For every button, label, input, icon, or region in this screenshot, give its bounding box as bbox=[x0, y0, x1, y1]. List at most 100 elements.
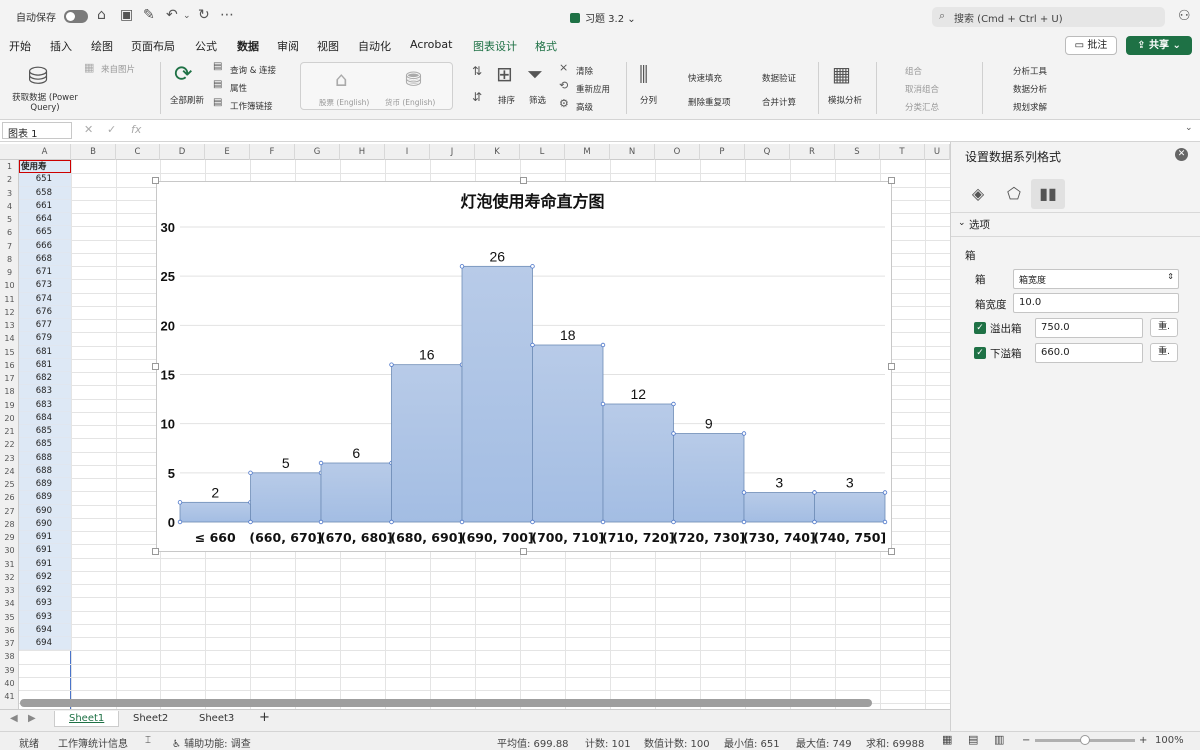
data-analysis-button[interactable]: 数据分析 bbox=[1013, 83, 1047, 95]
data-cell[interactable]: 692 bbox=[19, 584, 71, 597]
overflow-checkbox[interactable]: ✓ bbox=[974, 322, 986, 334]
data-cell[interactable]: 681 bbox=[19, 346, 71, 359]
data-cell[interactable]: 658 bbox=[19, 187, 71, 200]
autosave-toggle[interactable] bbox=[64, 10, 88, 23]
row-header[interactable]: 40 bbox=[0, 677, 19, 690]
home-icon[interactable]: ⌂ bbox=[97, 7, 106, 23]
data-cell[interactable]: 690 bbox=[19, 505, 71, 518]
advanced-button[interactable]: 高级 bbox=[576, 101, 593, 113]
column-header[interactable]: P bbox=[700, 144, 745, 160]
column-header-cell[interactable]: 使用寿命 bbox=[19, 160, 71, 173]
resize-handle[interactable] bbox=[888, 363, 895, 370]
add-sheet-button[interactable]: + bbox=[259, 710, 270, 725]
confirm-icon[interactable]: ✓ bbox=[107, 123, 116, 136]
row-header[interactable]: 7 bbox=[0, 240, 19, 253]
tab-8[interactable]: 自动化 bbox=[358, 38, 391, 54]
bin-width-input[interactable]: 10.0 bbox=[1013, 293, 1179, 313]
sheet-tab-1[interactable]: Sheet1 bbox=[54, 711, 119, 727]
workbook-links-button[interactable]: 工作簿链接 bbox=[230, 100, 273, 112]
analysis-tools-button[interactable]: 分析工具 bbox=[1013, 65, 1047, 77]
data-cell[interactable]: 693 bbox=[19, 597, 71, 610]
data-cell[interactable]: 679 bbox=[19, 332, 71, 345]
row-header[interactable]: 32 bbox=[0, 571, 19, 584]
redo-icon[interactable]: ↻ bbox=[198, 7, 210, 23]
column-header[interactable]: M bbox=[565, 144, 610, 160]
consolidate-button[interactable]: 合并计算 bbox=[762, 96, 796, 108]
row-header[interactable]: 29 bbox=[0, 531, 19, 544]
zoom-level[interactable]: 100% bbox=[1155, 735, 1184, 746]
row-header[interactable]: 13 bbox=[0, 319, 19, 332]
row-header[interactable]: 34 bbox=[0, 597, 19, 610]
tab-11[interactable]: 格式 bbox=[535, 38, 557, 54]
row-header[interactable]: 30 bbox=[0, 544, 19, 557]
page-layout-icon[interactable]: ▤ bbox=[968, 733, 978, 746]
refresh-icon[interactable]: ⟳ bbox=[174, 62, 192, 87]
data-cell[interactable]: 689 bbox=[19, 491, 71, 504]
data-cell[interactable]: 685 bbox=[19, 425, 71, 438]
column-header[interactable]: R bbox=[790, 144, 835, 160]
column-header[interactable]: D bbox=[160, 144, 205, 160]
resize-handle[interactable] bbox=[152, 177, 159, 184]
sort-asc-icon[interactable]: ⇅ bbox=[472, 64, 482, 78]
row-header[interactable]: 25 bbox=[0, 478, 19, 491]
get-data-button[interactable]: 获取数据 (Power Query) bbox=[10, 93, 80, 113]
row-header[interactable]: 21 bbox=[0, 425, 19, 438]
prev-sheet-icon[interactable]: ◀ bbox=[10, 713, 18, 724]
data-cell[interactable]: 694 bbox=[19, 624, 71, 637]
row-header[interactable]: 20 bbox=[0, 412, 19, 425]
data-cell[interactable]: 651 bbox=[19, 173, 71, 186]
data-cell[interactable]: 688 bbox=[19, 452, 71, 465]
row-header[interactable]: 12 bbox=[0, 306, 19, 319]
data-cell[interactable]: 677 bbox=[19, 319, 71, 332]
row-header[interactable]: 35 bbox=[0, 611, 19, 624]
data-cell[interactable]: 693 bbox=[19, 611, 71, 624]
data-cell[interactable]: 683 bbox=[19, 385, 71, 398]
data-cell[interactable]: 664 bbox=[19, 213, 71, 226]
flash-fill-button[interactable]: 快速填充 bbox=[688, 72, 722, 84]
column-header[interactable]: U bbox=[925, 144, 950, 160]
tab-7[interactable]: 视图 bbox=[317, 38, 339, 54]
whatif-icon[interactable]: ▦ bbox=[832, 62, 851, 86]
reapply-button[interactable]: 重新应用 bbox=[576, 83, 610, 95]
row-header[interactable]: 37 bbox=[0, 637, 19, 650]
tab-10[interactable]: 图表设计 bbox=[473, 38, 517, 54]
underflow-input[interactable]: 660.0 bbox=[1035, 343, 1143, 363]
sort-icon[interactable]: ⊞ bbox=[496, 62, 513, 86]
data-cell[interactable]: 661 bbox=[19, 200, 71, 213]
account-icon[interactable]: ⚇ bbox=[1178, 8, 1191, 24]
data-cell[interactable]: 690 bbox=[19, 518, 71, 531]
underflow-checkbox[interactable]: ✓ bbox=[974, 347, 986, 359]
undo-dropdown-icon[interactable]: ⌄ bbox=[183, 11, 191, 21]
database-icon[interactable]: ⛁ bbox=[28, 62, 48, 90]
row-header[interactable]: 8 bbox=[0, 253, 19, 266]
row-header[interactable]: 17 bbox=[0, 372, 19, 385]
comment-button[interactable]: ▭ 批注 bbox=[1065, 36, 1117, 55]
column-header[interactable]: K bbox=[475, 144, 520, 160]
resize-handle[interactable] bbox=[520, 548, 527, 555]
overflow-reset-button[interactable]: 重. bbox=[1150, 318, 1178, 337]
row-header[interactable]: 16 bbox=[0, 359, 19, 372]
save-as-icon[interactable]: ✎ bbox=[143, 7, 155, 23]
row-header[interactable]: 15 bbox=[0, 346, 19, 359]
query-connect-button[interactable]: 查询 & 连接 bbox=[230, 64, 276, 76]
share-button[interactable]: ⇪ 共享 ⌄ bbox=[1126, 36, 1192, 55]
row-header[interactable]: 19 bbox=[0, 399, 19, 412]
data-cell[interactable]: 668 bbox=[19, 253, 71, 266]
tab-1[interactable]: 插入 bbox=[50, 38, 72, 54]
chevron-down-icon[interactable]: ⌄ bbox=[958, 218, 966, 228]
zoom-in-icon[interactable]: + bbox=[1139, 735, 1147, 746]
horizontal-scrollbar[interactable] bbox=[20, 699, 872, 707]
row-header[interactable]: 31 bbox=[0, 558, 19, 571]
data-cell[interactable]: 691 bbox=[19, 531, 71, 544]
data-cell[interactable]: 683 bbox=[19, 399, 71, 412]
resize-handle[interactable] bbox=[520, 177, 527, 184]
row-header[interactable]: 26 bbox=[0, 491, 19, 504]
row-header[interactable]: 18 bbox=[0, 385, 19, 398]
resize-handle[interactable] bbox=[152, 548, 159, 555]
filter-icon[interactable]: ⏷ bbox=[527, 62, 543, 86]
series-options-icon[interactable]: ▮▮ bbox=[1031, 179, 1065, 209]
data-cell[interactable]: 666 bbox=[19, 240, 71, 253]
column-header[interactable]: F bbox=[250, 144, 295, 160]
refresh-all-button[interactable]: 全部刷新 bbox=[170, 94, 204, 106]
data-cell[interactable]: 685 bbox=[19, 438, 71, 451]
